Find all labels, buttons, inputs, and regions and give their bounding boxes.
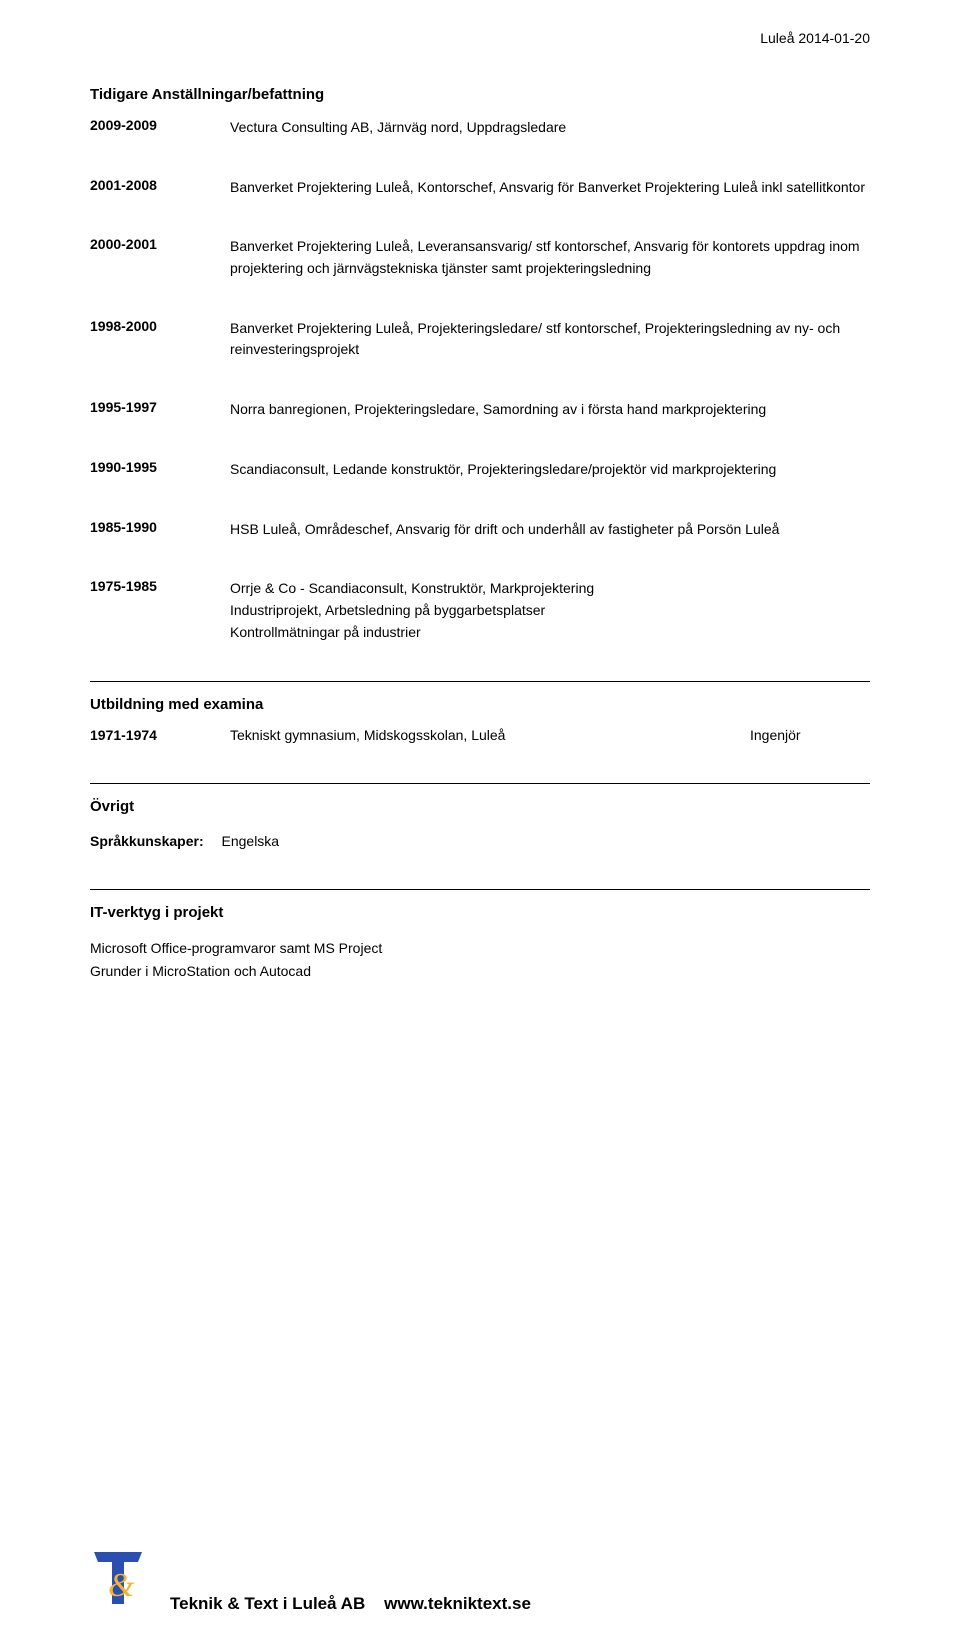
education-year: 1971-1974 (90, 727, 230, 743)
footer: & Teknik & Text i Luleå AB www.tekniktex… (90, 1544, 870, 1614)
employment-entry: 1975-1985 Orrje & Co - Scandiaconsult, K… (90, 578, 870, 643)
language-value: Engelska (222, 833, 280, 849)
entry-year: 1990-1995 (90, 459, 230, 481)
entry-year: 1998-2000 (90, 318, 230, 361)
employment-entry: 1985-1990 HSB Luleå, Områdeschef, Ansvar… (90, 519, 870, 541)
entry-line: Banverket Projektering Luleå, Projekteri… (230, 318, 870, 361)
entry-year: 1995-1997 (90, 399, 230, 421)
entry-year: 2000-2001 (90, 236, 230, 279)
employment-entry: 1995-1997 Norra banregionen, Projekterin… (90, 399, 870, 421)
entry-desc: Norra banregionen, Projekteringsledare, … (230, 399, 870, 421)
employment-entry: 1990-1995 Scandiaconsult, Ledande konstr… (90, 459, 870, 481)
employment-entry: 1998-2000 Banverket Projektering Luleå, … (90, 318, 870, 361)
it-section-title: IT-verktyg i projekt (90, 904, 870, 921)
education-section-title: Utbildning med examina (90, 696, 870, 713)
entry-desc: Vectura Consulting AB, Järnväg nord, Upp… (230, 117, 870, 139)
entry-year: 2001-2008 (90, 177, 230, 199)
entry-desc: Orrje & Co - Scandiaconsult, Konstruktör… (230, 578, 870, 643)
entry-line: Scandiaconsult, Ledande konstruktör, Pro… (230, 459, 870, 481)
employment-entry: 2001-2008 Banverket Projektering Luleå, … (90, 177, 870, 199)
entry-year: 1975-1985 (90, 578, 230, 643)
footer-url: www.tekniktext.se (384, 1594, 531, 1613)
entry-desc: Banverket Projektering Luleå, Kontorsche… (230, 177, 870, 199)
header-date: Luleå 2014-01-20 (90, 30, 870, 46)
it-line: Grunder i MicroStation och Autocad (90, 960, 870, 982)
entry-desc: Banverket Projektering Luleå, Projekteri… (230, 318, 870, 361)
employment-section-title: Tidigare Anställningar/befattning (90, 86, 870, 103)
entry-line: Industriprojekt, Arbetsledning på byggar… (230, 600, 870, 622)
entry-desc: Scandiaconsult, Ledande konstruktör, Pro… (230, 459, 870, 481)
entry-line: Kontrollmätningar på industrier (230, 622, 870, 644)
entry-line: HSB Luleå, Områdeschef, Ansvarig för dri… (230, 519, 870, 541)
company-logo-icon: & (90, 1544, 146, 1614)
language-row: Språkkunskaper: Engelska (90, 833, 870, 849)
education-row: 1971-1974 Tekniskt gymnasium, Midskogssk… (90, 727, 870, 743)
page: Luleå 2014-01-20 Tidigare Anställningar/… (0, 0, 960, 1648)
entry-line: Vectura Consulting AB, Järnväg nord, Upp… (230, 117, 870, 139)
entry-line: Norra banregionen, Projekteringsledare, … (230, 399, 870, 421)
entry-line: Orrje & Co - Scandiaconsult, Konstruktör… (230, 578, 870, 600)
entry-line: Banverket Projektering Luleå, Leveransan… (230, 236, 870, 279)
language-label: Språkkunskaper: (90, 833, 204, 849)
entry-desc: HSB Luleå, Områdeschef, Ansvarig för dri… (230, 519, 870, 541)
footer-text: Teknik & Text i Luleå AB www.tekniktext.… (170, 1594, 531, 1614)
entry-year: 1985-1990 (90, 519, 230, 541)
employment-entry: 2009-2009 Vectura Consulting AB, Järnväg… (90, 117, 870, 139)
entry-year: 2009-2009 (90, 117, 230, 139)
divider (90, 681, 870, 682)
footer-company: Teknik & Text i Luleå AB (170, 1594, 365, 1613)
entry-line: Banverket Projektering Luleå, Kontorsche… (230, 177, 870, 199)
other-section-title: Övrigt (90, 798, 870, 815)
employment-entry: 2000-2001 Banverket Projektering Luleå, … (90, 236, 870, 279)
entry-desc: Banverket Projektering Luleå, Leveransan… (230, 236, 870, 279)
education-desc: Tekniskt gymnasium, Midskogsskolan, Lule… (230, 727, 750, 743)
svg-text:&: & (108, 1567, 135, 1604)
divider (90, 889, 870, 890)
divider (90, 783, 870, 784)
education-degree: Ingenjör (750, 727, 870, 743)
it-line: Microsoft Office-programvaror samt MS Pr… (90, 937, 870, 959)
